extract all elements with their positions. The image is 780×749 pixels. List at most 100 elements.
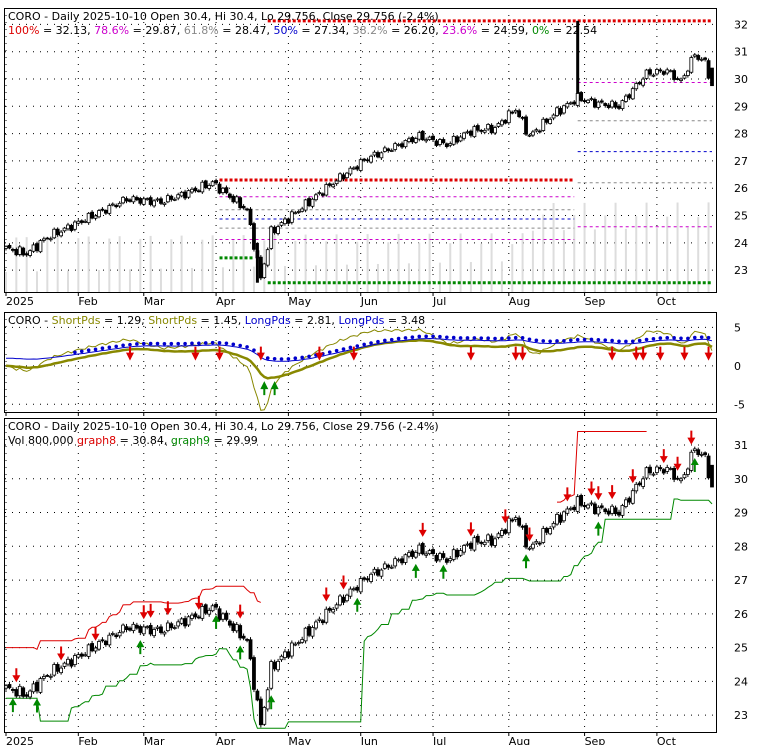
p3-up-arrow-8: [439, 564, 448, 579]
p1-candle-168: [582, 100, 587, 102]
p1-candle-173: [599, 100, 604, 103]
p1-fib-legend-part-2: 78.6%: [94, 24, 129, 37]
p1-candle-58: [203, 180, 208, 189]
p1-ytick-label-6: 29: [734, 100, 748, 113]
p2-longpds-dot-122: [424, 334, 428, 339]
p3-candle-179: [620, 505, 625, 516]
p3-legend-part-0: Vol 800,000: [8, 434, 77, 447]
p1-candle-200: [692, 54, 697, 57]
p3-down-arrow-19: [659, 449, 668, 464]
p3-candle-197: [682, 474, 687, 479]
p1-candle-118: [410, 137, 415, 143]
p1-candle-57: [200, 181, 205, 193]
p1-candle-169: [586, 99, 590, 104]
p3-candle-35: [124, 626, 129, 631]
p1-candle-163: [565, 103, 570, 108]
p2-frame: [4, 312, 717, 413]
p3-graph8-line-1: [6, 585, 261, 650]
p2-ytick-label-0: -5: [734, 398, 745, 411]
p3-xtick-label-2: Mar: [144, 735, 165, 745]
p3-down-arrow-5: [163, 601, 172, 616]
p1-candle-9: [35, 243, 39, 251]
p1-candle-158: [548, 118, 553, 124]
p2-longpds-dot-76: [265, 356, 270, 360]
p1-xtick-label-0: 2025: [6, 295, 34, 308]
p1-candle-170: [589, 98, 594, 101]
p2-longpds-dot-84: [293, 356, 298, 361]
p2-longpds-dot-32: [114, 344, 119, 349]
p1-candle-177: [613, 102, 618, 108]
p2-shortpds-line-1: [5, 328, 713, 411]
p1-xtick-label-2: Mar: [144, 295, 165, 308]
p2-down-arrow-2: [215, 346, 224, 361]
p1-candle-134: [465, 131, 470, 134]
p2-longpds-dot-20: [73, 350, 77, 355]
p1-candle-75: [262, 263, 267, 278]
p3-candle-18: [66, 658, 70, 665]
p2-longpds-dot-26: [93, 347, 98, 352]
p3-candle-40: [141, 626, 146, 635]
p3-candle-9: [35, 681, 39, 692]
p1-candle-121: [420, 130, 425, 141]
p2-longpds-dot-200: [692, 335, 697, 340]
p3-candle-46: [162, 631, 167, 635]
p3-xtick-label-5: Jun: [360, 735, 378, 745]
p3-candle-86: [300, 639, 305, 643]
p3-candle-116: [403, 554, 408, 563]
p3-candle-114: [396, 559, 401, 562]
p3-candle-198: [685, 468, 690, 475]
p3-candle-103: [358, 578, 363, 593]
p1-candle-147: [510, 111, 515, 114]
p3-candle-61: [214, 603, 218, 608]
p3-candle-39: [138, 626, 143, 633]
p1-candle-157: [544, 118, 549, 123]
p1-candle-48: [169, 195, 174, 200]
p1-candle-39: [138, 198, 143, 204]
p1-candle-141: [489, 124, 494, 134]
p1-candle-12: [45, 237, 50, 240]
p1-candle-49: [172, 198, 177, 201]
p3-graph8-line-2: [557, 431, 647, 503]
p1-candle-14: [52, 228, 57, 239]
p1-candle-15: [55, 228, 60, 236]
p1-candle-184: [637, 82, 642, 85]
p1-candle-182: [630, 88, 635, 100]
p1-candle-113: [393, 143, 398, 150]
p3-candle-147: [510, 519, 515, 522]
p1-candle-188: [651, 74, 656, 77]
p3-candle-204: [706, 455, 711, 479]
p2-longpds-dot-50: [176, 341, 180, 346]
p3-down-arrow-15: [587, 481, 596, 496]
p1-ytick-label-2: 25: [734, 210, 748, 223]
p1-candle-65: [227, 193, 232, 198]
p3-title: CORO - Daily 2025-10-10 Open 30.4, Hi 30…: [8, 420, 439, 433]
p3-candle-88: [307, 626, 311, 636]
p1-candle-47: [165, 195, 170, 203]
p2-longpds-dot-86: [300, 355, 304, 360]
p1-candle-114: [396, 144, 401, 146]
p1-candle-87: [303, 199, 308, 211]
p3-candle-87: [303, 627, 308, 642]
p1-candle-193: [668, 70, 673, 73]
p3-candle-62: [217, 608, 222, 621]
p1-candle-110: [382, 147, 387, 152]
p1-candle-1: [7, 244, 12, 249]
p2-longpds-dot-58: [203, 341, 208, 345]
p3-candle-117: [407, 552, 411, 557]
p3-candle-11: [41, 676, 46, 679]
p3-xtick-label-8: Sep: [585, 735, 606, 745]
p1-candle-120: [417, 132, 422, 140]
p2-longpds-dot-136: [472, 336, 477, 340]
p1-candle-140: [486, 124, 491, 130]
p3-candle-158: [548, 528, 553, 535]
p1-ytick-label-7: 30: [734, 73, 748, 86]
p2-longpds-dot-126: [438, 334, 442, 339]
p2-longpds-dot-184: [637, 338, 642, 343]
p1-candle-150: [520, 116, 525, 119]
p2-longpds-dot-38: [135, 342, 139, 346]
p3-candle-164: [568, 507, 573, 510]
p3-ytick-label-7: 30: [734, 473, 748, 486]
p2-longpds-dot-198: [686, 336, 690, 341]
p2-longpds-dot-138: [479, 336, 484, 340]
p2-legend-part-4: = 1.45,: [197, 314, 245, 327]
